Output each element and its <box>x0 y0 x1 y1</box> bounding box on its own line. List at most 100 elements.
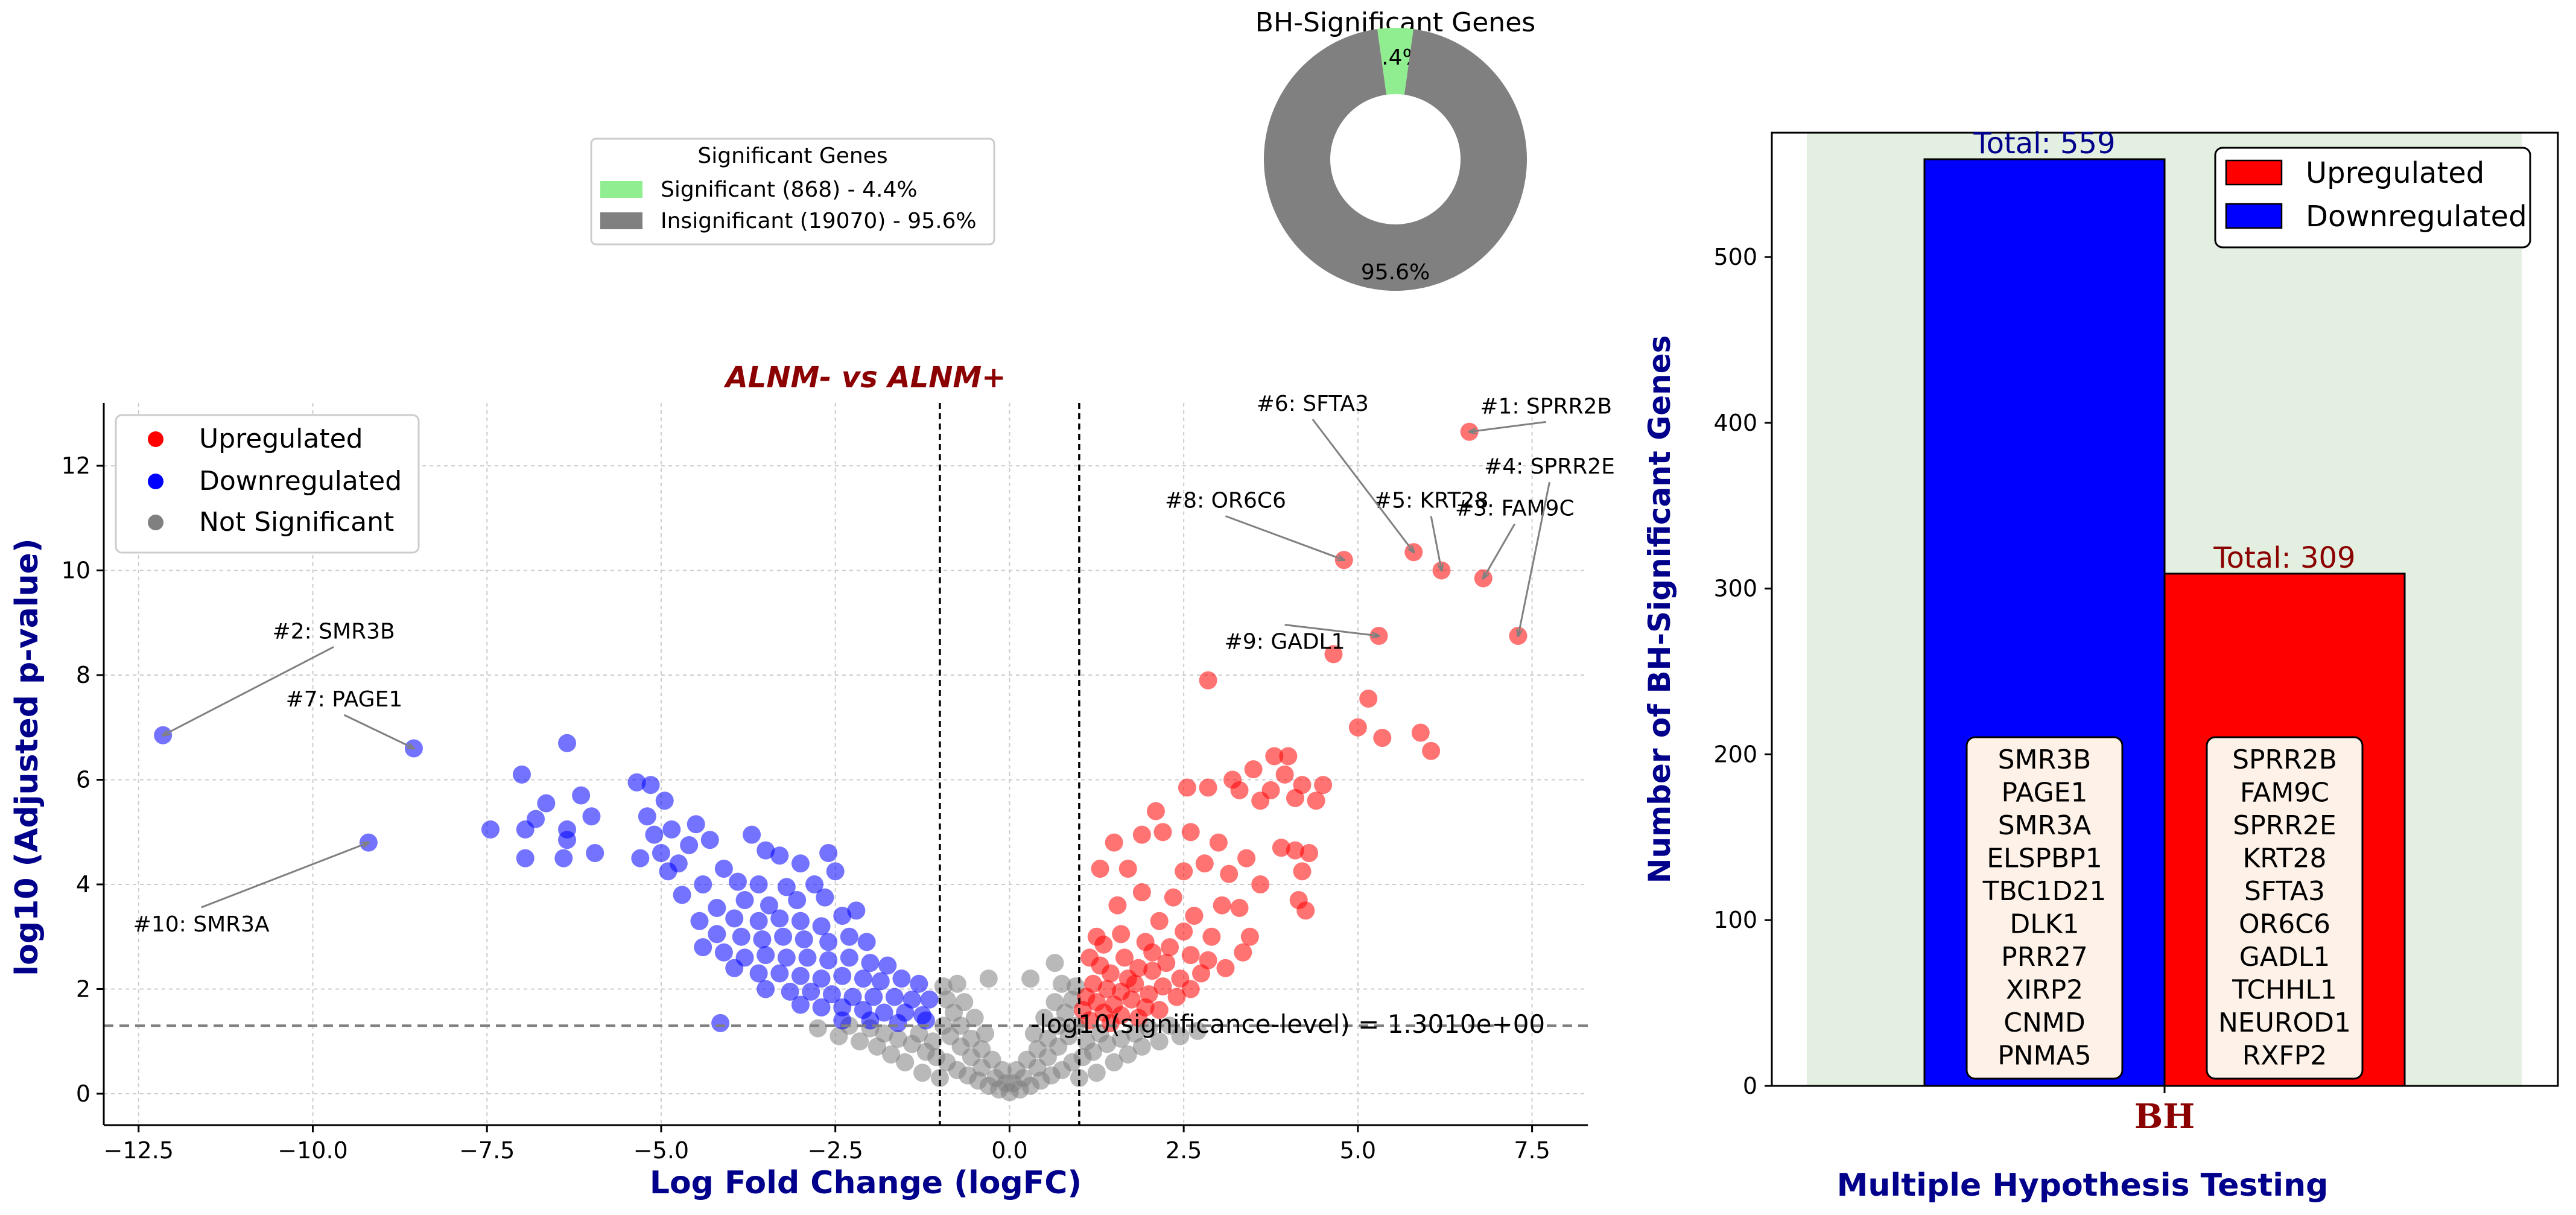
point-downregulated <box>749 964 768 983</box>
point-not-significant <box>965 1009 984 1027</box>
point-not-significant <box>913 1064 932 1082</box>
point-upregulated <box>1150 1001 1169 1020</box>
legend-label-insignificant: Insignificant (19070) - 95.6% <box>661 209 977 233</box>
point-upregulated <box>1181 823 1200 842</box>
top-gene-label: SPRR2B <box>2232 744 2337 775</box>
donut-legend-title: Significant Genes <box>697 144 887 168</box>
annotation-label: #9: GADL1 <box>1225 630 1345 655</box>
annotation-label: #2: SMR3B <box>273 619 395 644</box>
bar-x-axis-label: Multiple Hypothesis Testing <box>1837 1167 2329 1204</box>
point-downregulated <box>572 786 591 805</box>
point-downregulated <box>725 909 744 928</box>
top-gene-label: PRR27 <box>2001 942 2088 972</box>
point-upregulated <box>1199 951 1217 969</box>
top-gene-label: SFTA3 <box>2244 876 2325 907</box>
top-gene-label: XIRP2 <box>2006 975 2083 1006</box>
volcano-y-tick-label: 4 <box>76 871 90 898</box>
bar-total-label-downregulated: Total: 559 <box>1973 127 2115 160</box>
point-downregulated <box>812 917 831 936</box>
point-downregulated <box>645 825 664 844</box>
point-upregulated <box>1167 988 1186 1006</box>
donut-legend: Significant Genes Significant (868) - 4.… <box>590 138 995 246</box>
volcano-x-tick-label: −2.5 <box>808 1137 863 1164</box>
point-upregulated <box>1115 948 1134 967</box>
point-downregulated <box>728 872 747 891</box>
point-downregulated <box>694 938 712 957</box>
point-downregulated <box>743 825 761 844</box>
point-upregulated <box>1220 864 1239 883</box>
point-upregulated <box>1251 875 1270 893</box>
point-upregulated <box>1181 946 1200 965</box>
point-downregulated <box>516 820 535 839</box>
annotation-arrow <box>1430 516 1441 570</box>
top-gene-label: CNMD <box>2003 1007 2085 1038</box>
point-downregulated <box>687 815 705 834</box>
point-not-significant <box>1087 1064 1106 1082</box>
point-upregulated <box>1153 977 1172 996</box>
point-downregulated <box>889 1014 907 1032</box>
top-gene-label: SMR3B <box>1998 744 2092 775</box>
point-downregulated <box>864 988 883 1006</box>
point-downregulated <box>819 933 838 951</box>
point-downregulated <box>892 969 911 988</box>
bar-legend: Upregulated Downregulated <box>2214 147 2531 249</box>
volcano-y-tick-label: 6 <box>76 767 90 793</box>
point-upregulated <box>1209 833 1228 852</box>
volcano-plot: ALNM- vs ALNM+ -log10(significance-level… <box>9 361 1615 1201</box>
point-upregulated <box>1199 778 1217 797</box>
point-upregulated <box>1175 922 1193 941</box>
bar-legend-label-upregulated: Upregulated <box>2306 156 2484 190</box>
volcano-legend-frame <box>115 414 420 554</box>
point-downregulated <box>805 875 824 893</box>
point-upregulated <box>1293 862 1312 881</box>
point-downregulated <box>711 1014 730 1032</box>
point-upregulated <box>1146 802 1165 820</box>
point-upregulated <box>1234 943 1252 962</box>
point-downregulated <box>673 886 691 904</box>
point-downregulated <box>631 849 650 868</box>
point-downregulated <box>770 964 789 983</box>
volcano-axes: −12.5 −10.0 −7.5 −5.0 −2.5 0.0 2.5 5.0 7.5 0 2 4 6 8 1… <box>62 403 1588 1164</box>
point-downregulated <box>854 969 872 988</box>
volcano-x-tick-label: 5.0 <box>1340 1137 1376 1164</box>
point-downregulated <box>802 982 820 1001</box>
point-downregulated <box>725 959 744 977</box>
point-not-significant <box>1077 1032 1096 1051</box>
volcano-y-tick-label: 8 <box>76 662 90 688</box>
point-downregulated <box>749 912 768 930</box>
legend-label-significant: Significant (868) - 4.4% <box>661 177 918 202</box>
point-upregulated <box>1153 823 1172 842</box>
point-upregulated <box>1373 729 1392 747</box>
point-upregulated <box>1314 776 1333 795</box>
point-upregulated <box>1143 962 1162 980</box>
point-downregulated <box>652 843 670 862</box>
point-downregulated <box>757 980 775 998</box>
volcano-x-tick-label: −5.0 <box>633 1137 689 1164</box>
point-downregulated <box>788 891 807 910</box>
point-not-significant <box>1070 1068 1088 1087</box>
donut-slices: 4.4%95.6% <box>1264 27 1527 291</box>
point-downregulated <box>757 841 775 860</box>
annotation-label: #6: SFTA3 <box>1257 392 1369 416</box>
volcano-x-tick-label: 0.0 <box>991 1137 1027 1164</box>
donut-legend-frame <box>590 138 995 246</box>
point-upregulated <box>1094 935 1113 954</box>
annotation-label: #8: OR6C6 <box>1165 488 1286 513</box>
point-upregulated <box>1324 645 1343 664</box>
point-not-significant <box>1035 1009 1054 1027</box>
bar-bars: Total: 559 SMR3BPAGE1SMR3AELSPBP1TBC1D21D… <box>1923 127 2406 1087</box>
bar-legend-label-downregulated: Downregulated <box>2306 200 2527 233</box>
donut-pct-label-insignificant: 95.6% <box>1361 260 1430 285</box>
annotation-label: #10: SMR3A <box>133 912 270 937</box>
point-downregulated <box>537 794 556 813</box>
point-downregulated <box>586 843 604 862</box>
point-downregulated <box>700 831 719 849</box>
point-upregulated <box>1181 980 1200 998</box>
top-gene-label: NEUROD1 <box>2218 1007 2351 1038</box>
point-upregulated <box>1157 954 1176 972</box>
point-not-significant <box>889 1029 907 1048</box>
bar-x-tick-label: BH <box>2134 1097 2195 1137</box>
point-downregulated <box>910 974 928 993</box>
bar-legend-frame <box>2214 147 2531 249</box>
top-gene-label: OR6C6 <box>2239 909 2330 940</box>
